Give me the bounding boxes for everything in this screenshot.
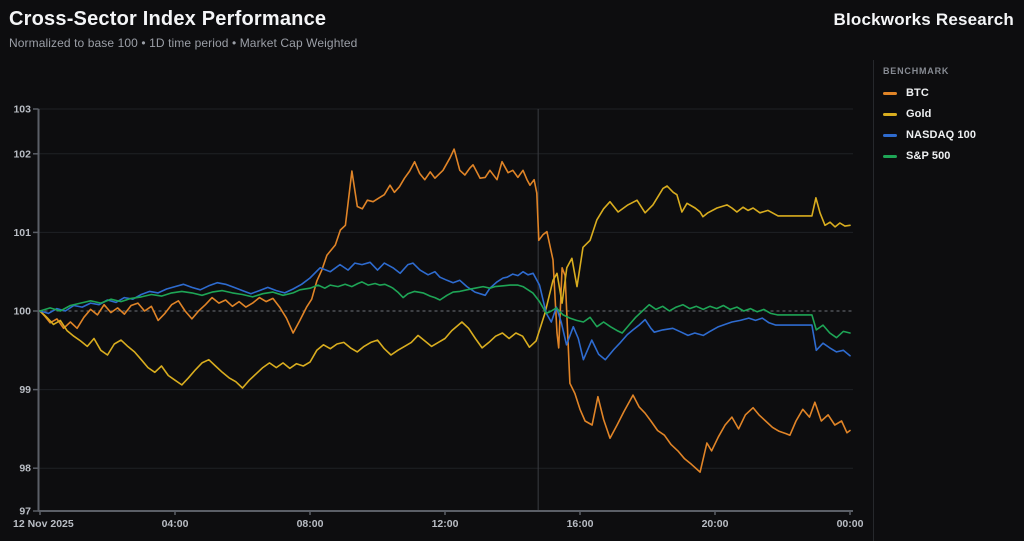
- legend-swatch-icon: [883, 154, 897, 158]
- legend-item-label: S&P 500: [906, 150, 951, 162]
- legend-item-label: NASDAQ 100: [906, 129, 977, 141]
- series-line-s-p-500: [39, 281, 851, 339]
- legend-swatch-icon: [883, 91, 897, 95]
- y-tick-label-100: 100: [13, 306, 31, 318]
- x-tick-label-16-00: 16:00: [567, 518, 594, 530]
- legend-item-gold[interactable]: Gold: [883, 108, 1018, 120]
- legend-swatch-icon: [883, 112, 897, 116]
- legend-swatch-icon: [883, 133, 897, 137]
- legend-item-s-p-500[interactable]: S&P 500: [883, 150, 1018, 162]
- legend-item-btc[interactable]: BTC: [883, 87, 1018, 99]
- legend-item-label: BTC: [906, 87, 929, 99]
- legend-title: BENCHMARK: [883, 66, 950, 76]
- y-tick-label-103: 103: [13, 104, 31, 116]
- page-subtitle: Normalized to base 100 • 1D time period …: [9, 36, 358, 50]
- y-tick-label-101: 101: [13, 227, 31, 239]
- legend-item-nasdaq-100[interactable]: NASDAQ 100: [883, 129, 1018, 141]
- series-line-gold: [39, 185, 851, 389]
- x-tick-label-08-00: 08:00: [297, 518, 324, 530]
- page-title: Cross-Sector Index Performance: [9, 8, 327, 30]
- legend-item-label: Gold: [906, 108, 932, 120]
- x-tick-label-12-Nov-2025: 12 Nov 2025: [13, 518, 74, 530]
- header: Cross-Sector Index Performance Normalize…: [0, 0, 1024, 58]
- brand-logo: Blockworks Research: [833, 10, 1014, 29]
- y-tick-label-99: 99: [19, 384, 31, 396]
- y-tick-label-97: 97: [19, 506, 31, 518]
- y-tick-label-98: 98: [19, 463, 31, 475]
- x-tick-label-04-00: 04:00: [162, 518, 189, 530]
- x-tick-label-00-00: 00:00: [837, 518, 864, 530]
- series-line-btc: [39, 148, 851, 473]
- header-titles: Cross-Sector Index Performance Normalize…: [9, 7, 357, 50]
- series-line-nasdaq-100: [39, 261, 851, 361]
- y-tick-label-102: 102: [13, 148, 31, 160]
- x-tick-label-12-00: 12:00: [432, 518, 459, 530]
- x-tick-label-20-00: 20:00: [702, 518, 729, 530]
- legend-panel: BENCHMARK BTC Gold NASDAQ 100 S&P 500: [883, 66, 1018, 171]
- legend-items: BTC Gold NASDAQ 100 S&P 500: [883, 87, 1018, 162]
